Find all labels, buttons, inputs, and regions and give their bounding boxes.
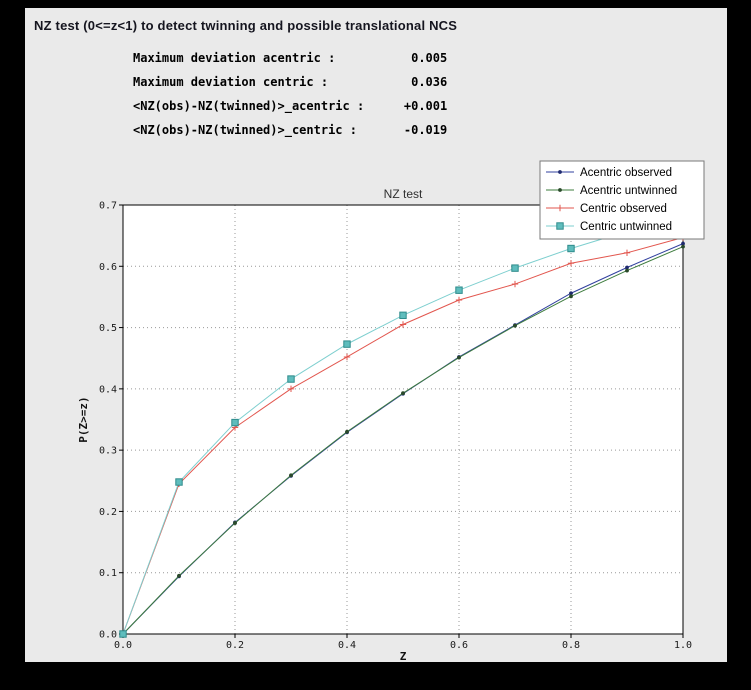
- svg-text:0.0: 0.0: [114, 640, 132, 651]
- stats-block: Maximum deviation acentric : 0.005 Maxim…: [133, 46, 447, 142]
- svg-text:0.6: 0.6: [99, 262, 117, 273]
- plot-frame: [122, 204, 684, 635]
- legend-entry-acentric-untwinned: Acentric untwinned: [546, 185, 677, 197]
- stat-value: -0.019: [403, 123, 448, 137]
- svg-text:0.8: 0.8: [562, 640, 580, 651]
- legend-label: Acentric untwinned: [580, 185, 677, 197]
- svg-text:0.3: 0.3: [99, 446, 117, 457]
- stat-row: <NZ(obs)-NZ(twinned)>_centric : -0.019: [133, 118, 447, 142]
- legend-label: Centric observed: [580, 203, 667, 215]
- svg-text:0.7: 0.7: [99, 201, 117, 212]
- svg-text:0.2: 0.2: [99, 507, 117, 518]
- nz-test-chart: 0.0 0.2 0.4 0.6 0.8 1.0 0.0 0.1 0.2 0.3 0.4 0.5 0.6 0…: [77, 160, 705, 662]
- plot-area: [123, 205, 683, 634]
- stat-label: Maximum deviation centric :: [133, 75, 329, 89]
- x-axis-label: Z: [400, 650, 407, 662]
- legend-entry-acentric-observed: Acentric observed: [546, 167, 672, 179]
- svg-text:0.0: 0.0: [99, 630, 117, 641]
- stat-label: <NZ(obs)-NZ(twinned)>_acentric :: [133, 99, 365, 113]
- svg-text:0.1: 0.1: [99, 568, 117, 579]
- legend-label: Centric untwinned: [580, 221, 672, 233]
- stat-row: <NZ(obs)-NZ(twinned)>_acentric : +0.001: [133, 94, 447, 118]
- legend-entry-centric-untwinned: Centric untwinned: [546, 221, 672, 233]
- svg-text:0.6: 0.6: [450, 640, 468, 651]
- chart-title: NZ test: [384, 187, 423, 201]
- svg-text:0.4: 0.4: [99, 384, 117, 395]
- content-panel: NZ test (0<=z<1) to detect twinning and …: [25, 8, 727, 662]
- stat-value: +0.001: [403, 99, 448, 113]
- tick-labels: 0.0 0.2 0.4 0.6 0.8 1.0 0.0 0.1 0.2 0.3 0.4 0.5 0.6 0…: [99, 201, 692, 652]
- svg-text:0.4: 0.4: [338, 640, 356, 651]
- y-axis-label: P(Z>=z): [77, 396, 90, 442]
- svg-text:0.2: 0.2: [226, 640, 244, 651]
- legend-entry-centric-observed: Centric observed: [546, 203, 667, 215]
- stat-row: Maximum deviation acentric : 0.005: [133, 46, 447, 70]
- legend-label: Acentric observed: [580, 167, 672, 179]
- page-title: NZ test (0<=z<1) to detect twinning and …: [34, 18, 458, 33]
- stat-value: 0.005: [411, 51, 448, 65]
- stat-label: Maximum deviation acentric :: [133, 51, 336, 65]
- stat-label: <NZ(obs)-NZ(twinned)>_centric :: [133, 123, 357, 137]
- stat-value: 0.036: [411, 75, 448, 89]
- svg-text:1.0: 1.0: [674, 640, 692, 651]
- svg-text:0.5: 0.5: [99, 323, 117, 334]
- stat-row: Maximum deviation centric : 0.036: [133, 70, 447, 94]
- legend: Acentric observed Acentric untwinned Centr…: [539, 160, 705, 240]
